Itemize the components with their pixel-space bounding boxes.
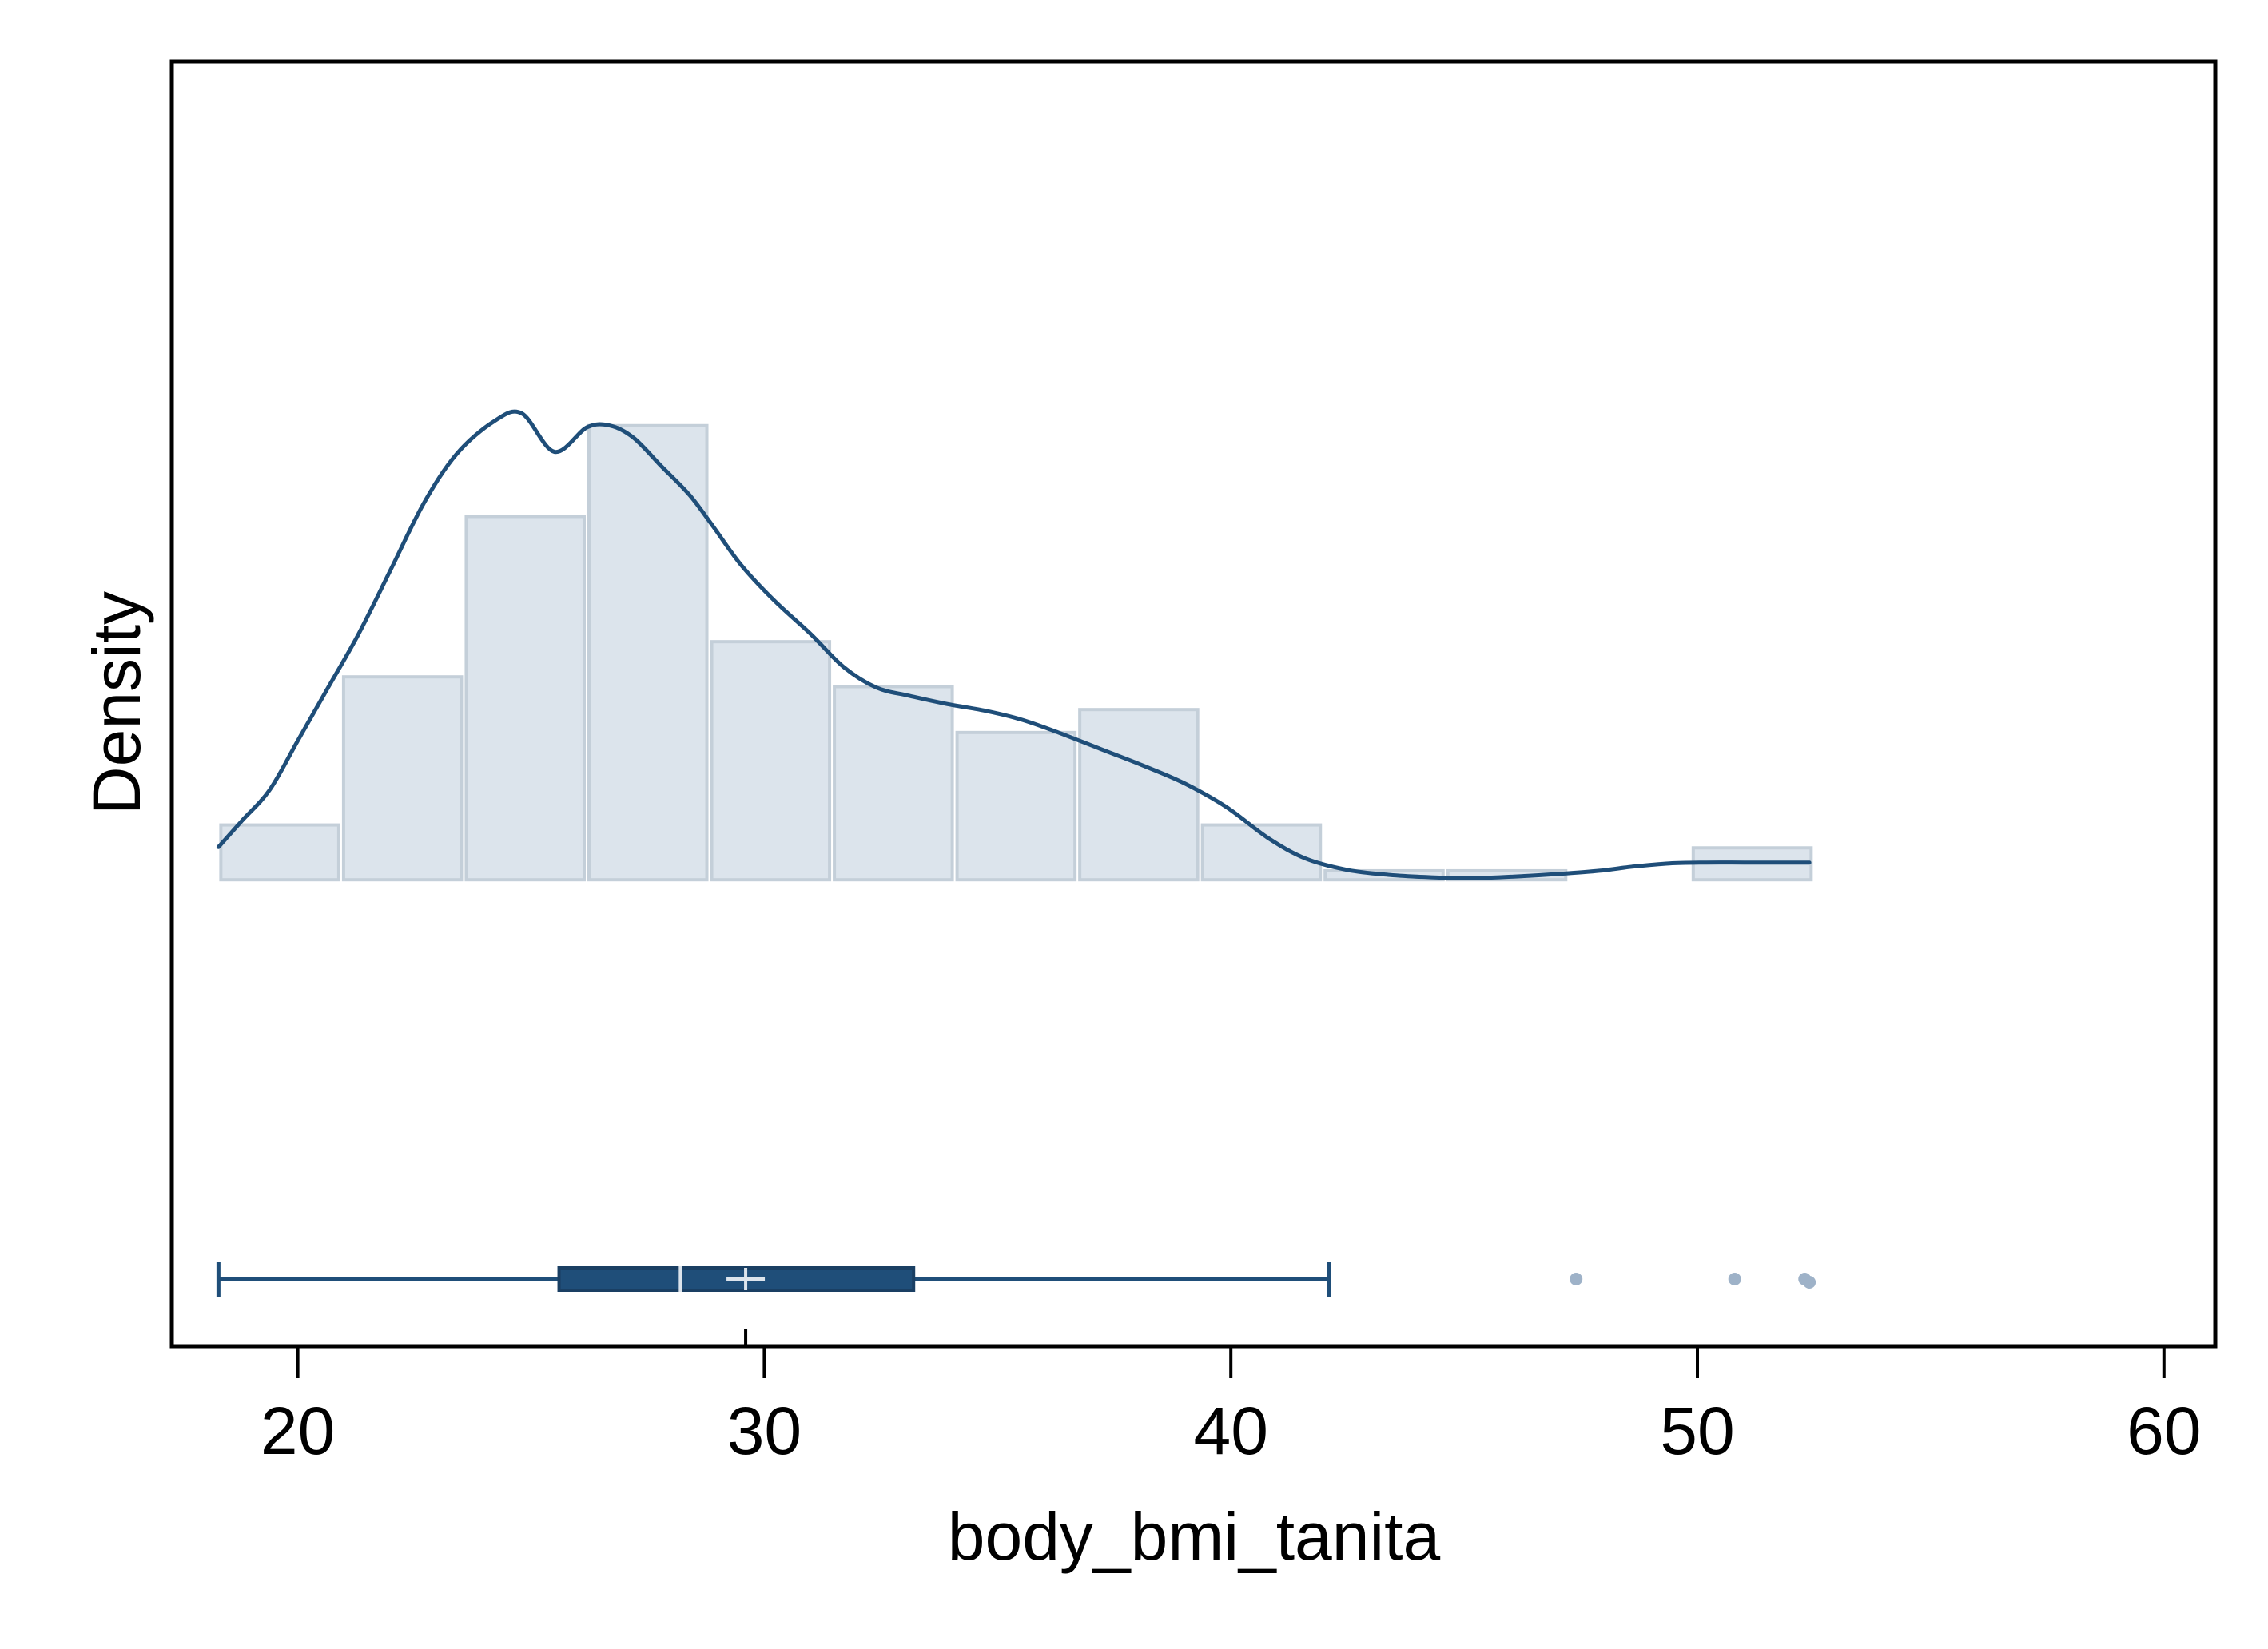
boxplot-outlier <box>1803 1276 1816 1289</box>
x-tick-label: 20 <box>261 1393 335 1468</box>
y-axis-label: Density <box>79 591 154 815</box>
x-axis-ticks: 20 30 40 50 60 <box>261 1346 2202 1468</box>
density-curve <box>216 409 1812 880</box>
histogram-bar <box>219 823 340 882</box>
histogram-bar <box>710 640 832 882</box>
x-tick-label: 40 <box>1193 1393 1267 1468</box>
histogram-bar <box>464 515 586 882</box>
x-tick-label: 60 <box>2127 1393 2201 1468</box>
plot-frame <box>169 59 2218 1349</box>
x-axis-label: body_bmi_tanita <box>948 1499 1441 1574</box>
histogram-bar <box>833 685 954 882</box>
histogram-bar <box>341 675 464 882</box>
x-tick-label: 30 <box>727 1393 802 1468</box>
histogram-bar <box>587 423 709 882</box>
boxplot <box>216 1262 1816 1346</box>
histogram-bar <box>955 730 1077 882</box>
histogram-bars <box>219 423 1813 882</box>
boxplot-outlier <box>1570 1273 1583 1285</box>
boxplot-outlier <box>1728 1273 1741 1285</box>
histogram-bar <box>1078 708 1200 882</box>
x-tick-label: 50 <box>1660 1393 1734 1468</box>
